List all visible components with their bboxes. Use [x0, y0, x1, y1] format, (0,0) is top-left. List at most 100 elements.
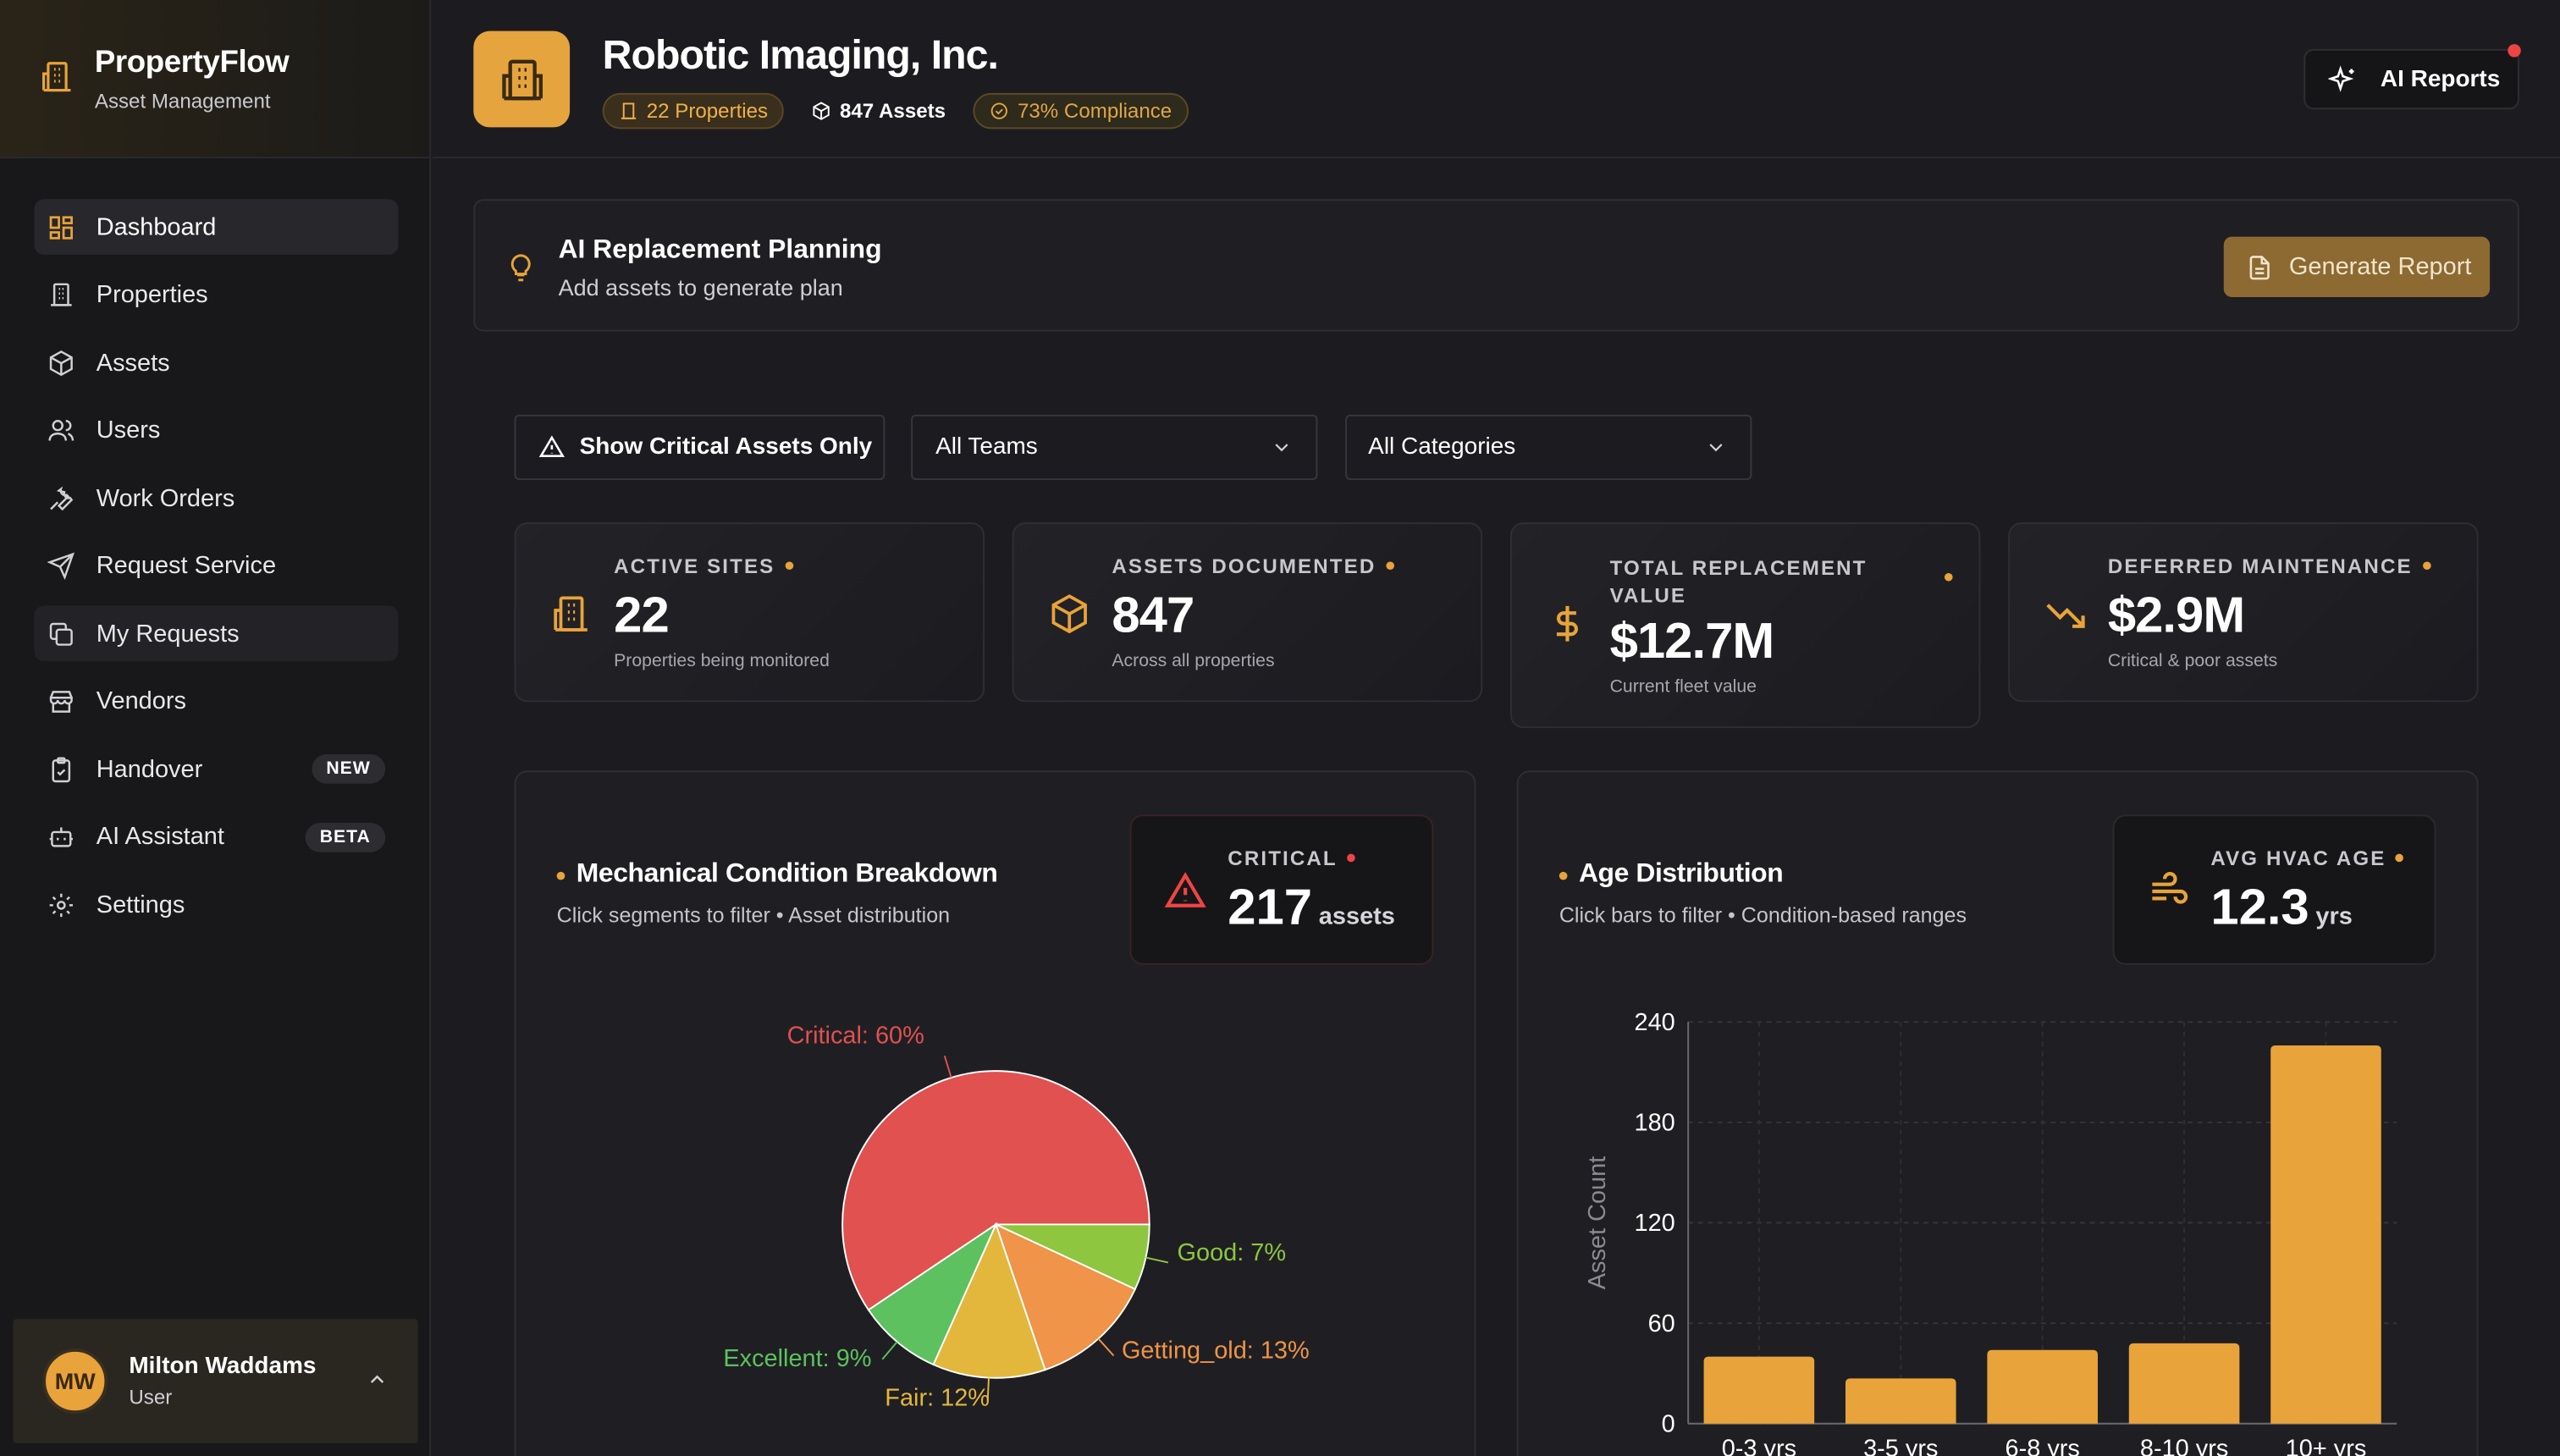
sidebar-item-dashboard[interactable]: Dashboard [34, 199, 399, 255]
sidebar-item-assets[interactable]: Assets [35, 334, 399, 390]
sidebar-item-vendors[interactable]: Vendors [35, 674, 399, 730]
sidebar-item-label: Work Orders [96, 483, 235, 512]
sidebar-item-work-orders[interactable]: Work Orders [35, 470, 399, 526]
file-icon [2249, 255, 2270, 279]
sidebar-item-properties[interactable]: Properties [35, 267, 399, 323]
send-icon [47, 552, 74, 580]
brand-title: PropertyFlow [94, 46, 290, 80]
pie-slice[interactable] [867, 1222, 998, 1366]
age-distribution-panel: Age Distribution Click bars to filter • … [1516, 770, 2480, 1456]
stat-value: 847 [1112, 586, 1194, 643]
check-circle-icon [991, 102, 1008, 119]
box-icon [49, 350, 73, 376]
x-tick-label: 6-8 yrs [2006, 1435, 2080, 1456]
assets-chip-label: 847 Assets [839, 99, 946, 123]
page-title: Robotic Imaging, Inc. [602, 32, 999, 79]
ai-reports-label: AI Reports [2380, 66, 2501, 92]
pie-slice[interactable] [932, 1222, 1046, 1379]
panel-subtitle: Click bars to filter • Condition-based r… [1559, 902, 1967, 928]
pie-slice-label: Excellent: 9% [723, 1345, 871, 1372]
bar[interactable] [2270, 1045, 2381, 1424]
header: Robotic Imaging, Inc. 22 Properties 847 … [433, 0, 2560, 159]
panel-subtitle: Click segments to filter • Asset distrib… [556, 902, 951, 928]
critical-count-card[interactable]: CRITICAL 217 assets [1129, 814, 1434, 965]
sidebar-item-label: Properties [96, 280, 208, 309]
stat-value: 22 [614, 586, 670, 643]
brand[interactable]: PropertyFlow Asset Management [0, 0, 430, 159]
age-bar-chart[interactable]: 0 60 120 180 240 0-3 yrs 3-5 yrs 6-8 yrs 8-10 yr… [1519, 1001, 2480, 1456]
pie-slice-label: Fair: 12% [885, 1385, 990, 1412]
stat-label: ACTIVE SITES [614, 555, 793, 578]
stat-card-replacement-value[interactable]: TOTAL REPLACEMENT VALUE $12.7M Current f… [1509, 522, 1981, 729]
sidebar-nav: Dashboard Properties Assets Users Work O… [34, 199, 399, 944]
warning-icon [1164, 872, 1206, 907]
compliance-chip[interactable]: 73% Compliance [973, 92, 1189, 130]
sidebar: PropertyFlow Asset Management Dashboard … [0, 0, 432, 1456]
wind-icon [2152, 872, 2188, 904]
sidebar-item-label: Dashboard [96, 212, 217, 241]
sidebar-item-label: Vendors [96, 687, 186, 715]
x-tick-label: 0-3 yrs [1722, 1435, 1796, 1456]
chevron-up-icon[interactable] [366, 1368, 389, 1391]
ai-reports-button[interactable]: AI Reports [2303, 44, 2521, 110]
pie-slice[interactable] [994, 1222, 1137, 1371]
user-role: User [129, 1386, 173, 1409]
teams-select[interactable]: All Teams [911, 414, 1318, 481]
panel-title: Mechanical Condition Breakdown [556, 858, 998, 890]
box-icon [814, 102, 830, 120]
stat-label: ASSETS DOCUMENTED [1112, 555, 1394, 578]
stat-subtitle: Properties being monitored [614, 651, 830, 671]
teams-select-value: All Teams [935, 434, 1038, 461]
sidebar-item-ai-assistant[interactable]: AI Assistant BETA [35, 809, 399, 865]
critical-toggle-label: Show Critical Assets Only [579, 434, 873, 461]
sidebar-item-my-requests[interactable]: My Requests [34, 605, 399, 662]
pie-slice[interactable] [841, 1070, 1150, 1311]
stat-card-deferred-maintenance[interactable]: DEFERRED MAINTENANCE $2.9M Critical & po… [2008, 522, 2479, 703]
properties-chip[interactable]: 22 Properties [602, 92, 785, 130]
generate-report-button[interactable]: Generate Report [2223, 236, 2491, 298]
sidebar-item-handover[interactable]: Handover NEW [35, 742, 399, 797]
sidebar-item-label: My Requests [96, 619, 240, 648]
bar[interactable] [1987, 1349, 2098, 1424]
compliance-chip-label: 73% Compliance [1017, 99, 1172, 123]
wrench-icon [50, 485, 74, 510]
plan-title: AI Replacement Planning [558, 234, 882, 265]
sidebar-item-settings[interactable]: Settings [35, 877, 399, 933]
avatar: MW [42, 1348, 108, 1415]
org-logo [473, 30, 571, 128]
sparkles-icon [2328, 64, 2354, 91]
assets-chip[interactable]: 847 Assets [797, 93, 961, 129]
condition-pie-chart[interactable]: Critical: 60% Good: 7% Getting_old: 13% Fai… [516, 1001, 1477, 1456]
bar[interactable] [1845, 1378, 1956, 1424]
stat-card-assets-documented[interactable]: ASSETS DOCUMENTED 847 Across all propert… [1012, 522, 1483, 703]
stat-card-active-sites[interactable]: ACTIVE SITES 22 Properties being monitor… [514, 522, 985, 703]
sidebar-item-label: Request Service [96, 551, 277, 580]
sidebar-item-label: Assets [96, 348, 170, 377]
lightbulb-icon [510, 254, 531, 282]
panel-title: Age Distribution [1559, 858, 1784, 890]
y-axis-label: Asset Count [1584, 1156, 1611, 1289]
sidebar-item-label: Settings [96, 891, 185, 918]
pie-slice-label: Good: 7% [1178, 1239, 1287, 1266]
bar[interactable] [2128, 1343, 2240, 1424]
pie-label-leader [881, 1341, 898, 1360]
y-tick-label: 0 [1662, 1410, 1675, 1437]
stat-value: $12.7M [1609, 612, 1775, 670]
user-menu[interactable]: MW Milton Waddams User [13, 1319, 418, 1443]
bar[interactable] [1703, 1356, 1815, 1424]
properties-chip-label: 22 Properties [646, 99, 769, 123]
stat-subtitle: Critical & poor assets [2107, 651, 2278, 671]
copy-icon [49, 621, 73, 645]
sidebar-item-users[interactable]: Users [35, 402, 399, 458]
brand-subtitle: Asset Management [94, 90, 271, 113]
critical-assets-toggle[interactable]: Show Critical Assets Only [514, 414, 886, 481]
categories-select[interactable]: All Categories [1345, 414, 1752, 481]
building-icon [501, 58, 543, 100]
beta-badge: BETA [305, 822, 386, 852]
avg-hvac-age-card[interactable]: AVG HVAC AGE 12.3 yrs [2112, 814, 2436, 965]
warning-icon [538, 435, 565, 458]
sidebar-item-request-service[interactable]: Request Service [35, 538, 399, 593]
stat-value: $2.9M [2107, 586, 2245, 643]
sidebar-item-label: AI Assistant [96, 823, 224, 851]
